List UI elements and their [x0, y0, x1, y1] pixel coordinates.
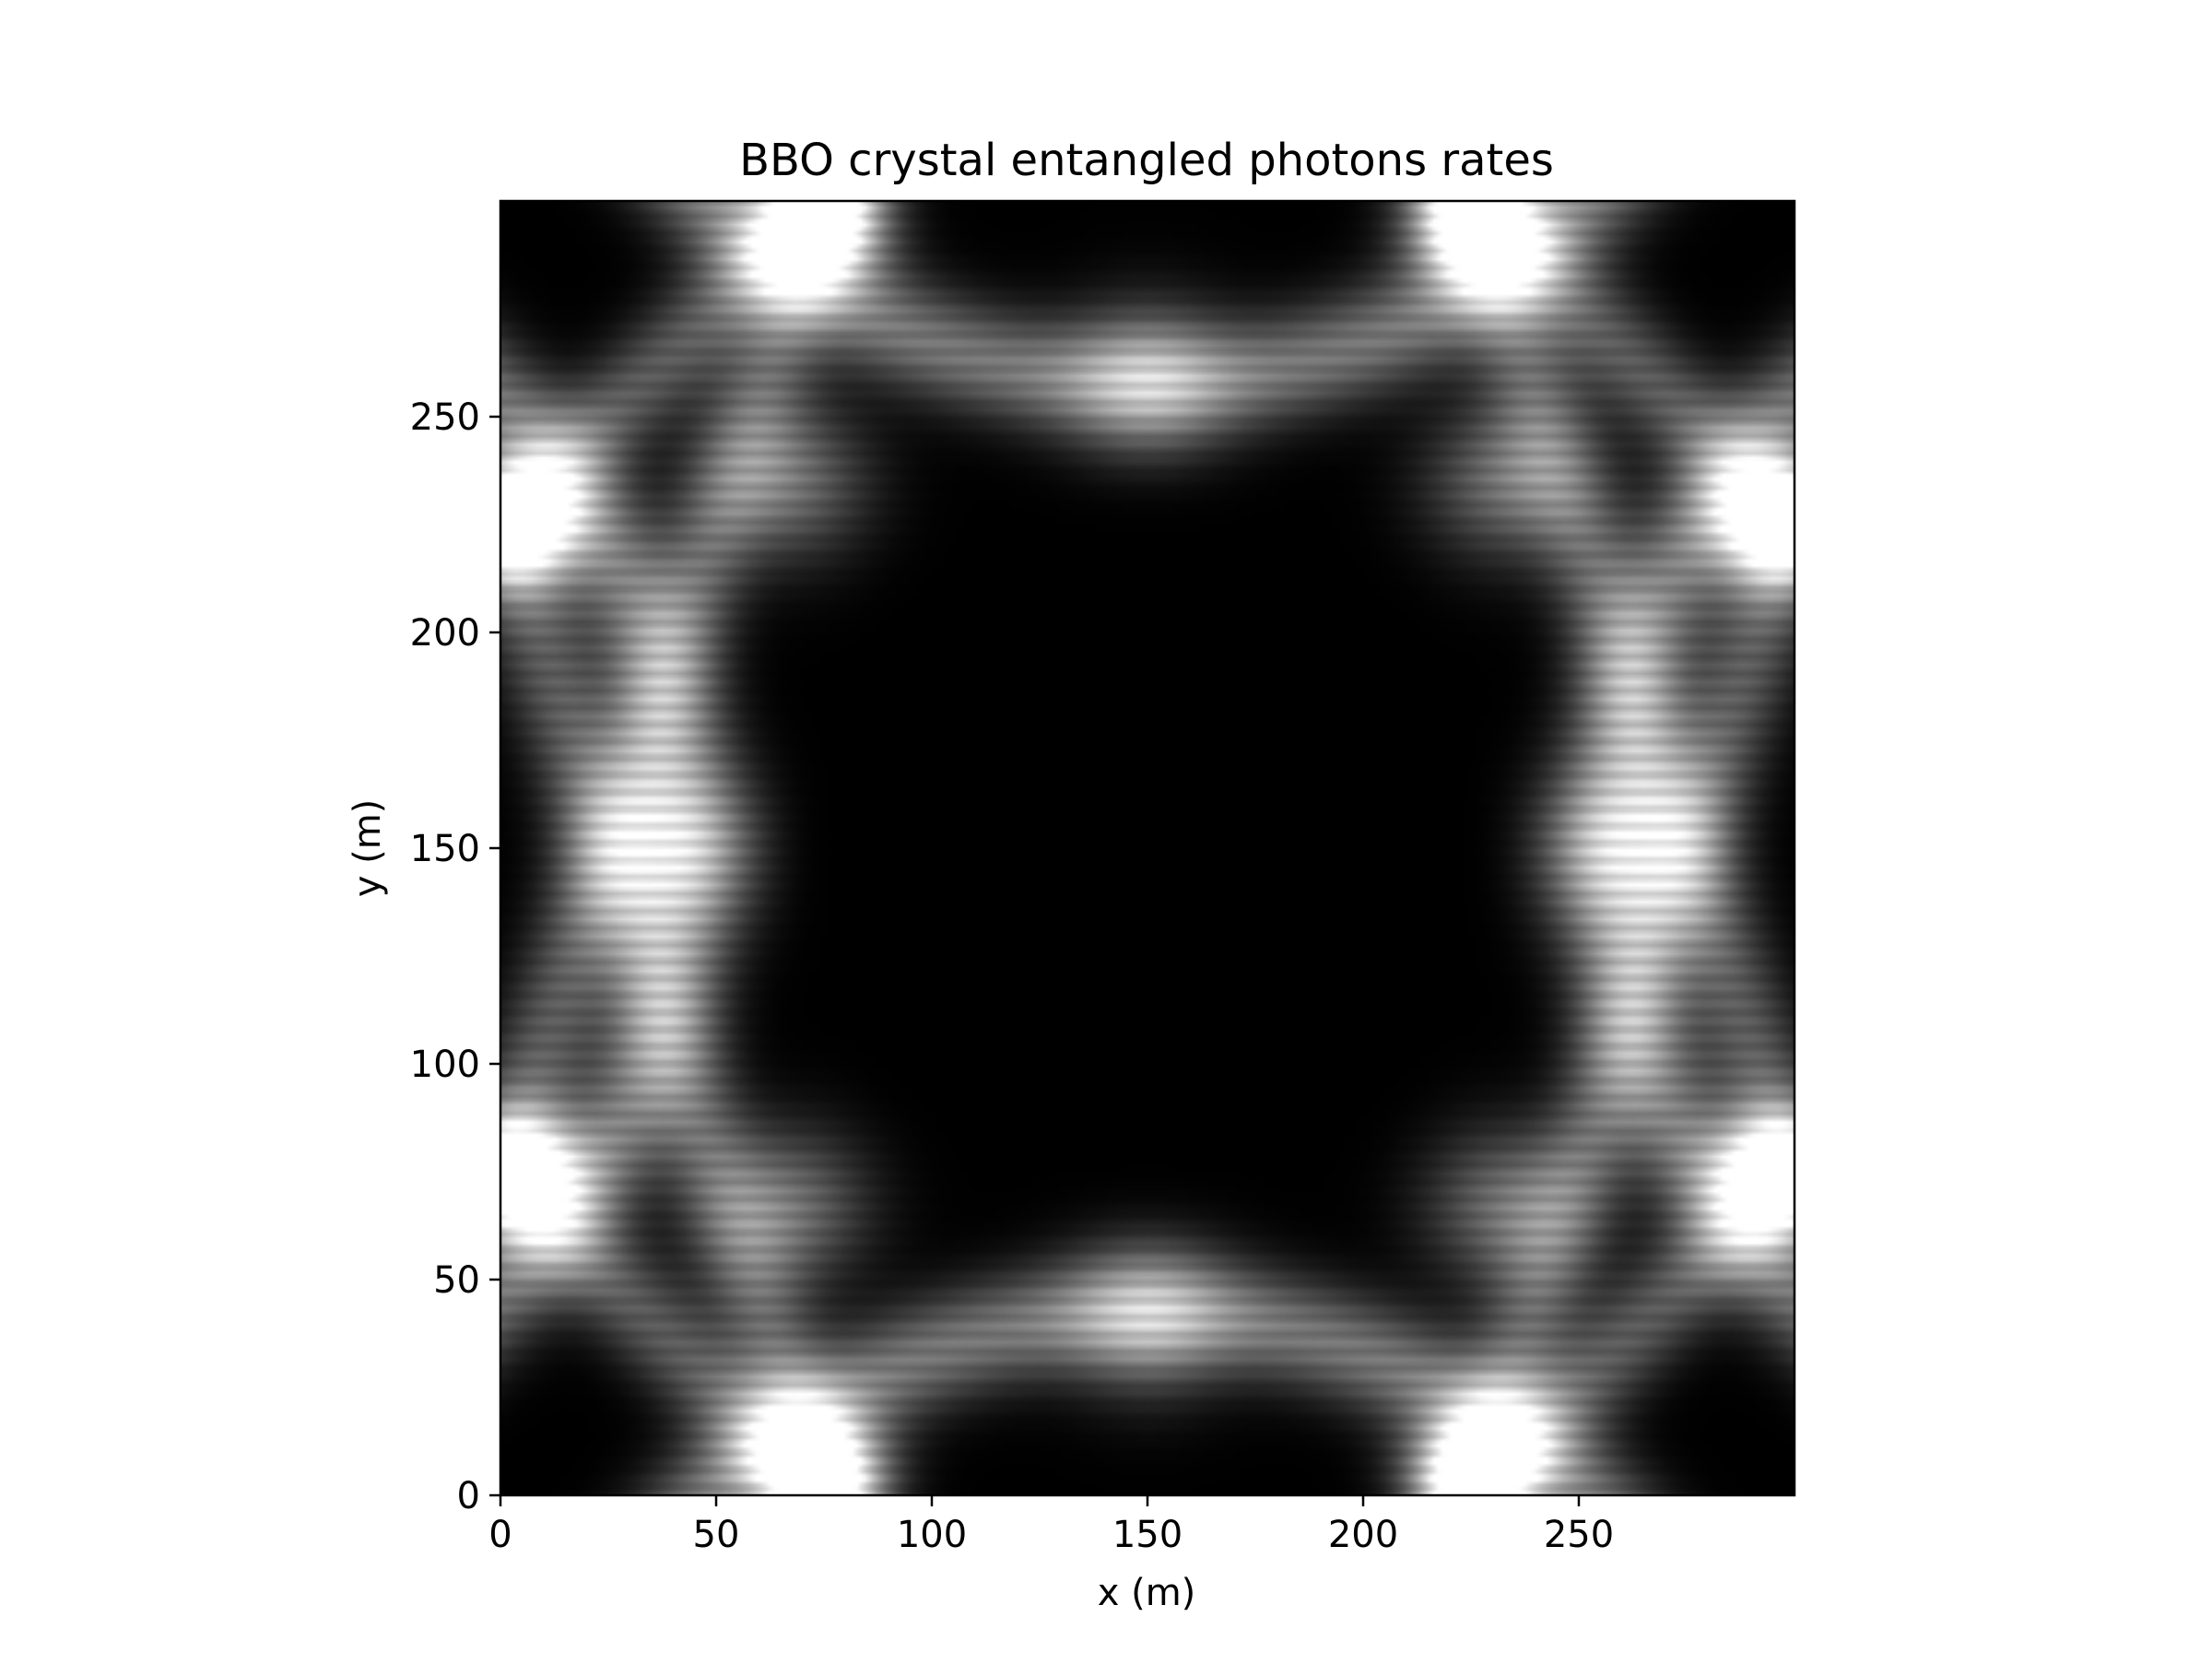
chart-title: BBO crystal entangled photons rates — [739, 135, 1554, 186]
x-axis-ticks: 0 50 100 150 200 250 — [488, 1495, 1614, 1556]
x-tick-label: 250 — [1544, 1514, 1614, 1556]
x-tick-label: 150 — [1112, 1514, 1182, 1556]
y-tick-label: 0 — [457, 1475, 480, 1517]
y-tick-label: 50 — [433, 1259, 480, 1302]
y-axis-ticks: 0 50 100 150 200 250 — [410, 396, 500, 1517]
y-tick-label: 100 — [410, 1044, 480, 1086]
y-tick-label: 150 — [410, 828, 480, 870]
y-axis-label: y (m) — [347, 799, 389, 898]
x-axis-label: x (m) — [1098, 1572, 1196, 1614]
x-tick-label: 50 — [693, 1514, 740, 1556]
x-tick-label: 100 — [897, 1514, 967, 1556]
heatmap-layer — [500, 201, 1794, 1495]
x-tick-label: 200 — [1328, 1514, 1398, 1556]
y-tick-label: 200 — [410, 612, 480, 655]
y-tick-label: 250 — [410, 396, 480, 439]
x-tick-label: 0 — [488, 1514, 512, 1556]
heatmap-image — [500, 201, 1794, 1495]
